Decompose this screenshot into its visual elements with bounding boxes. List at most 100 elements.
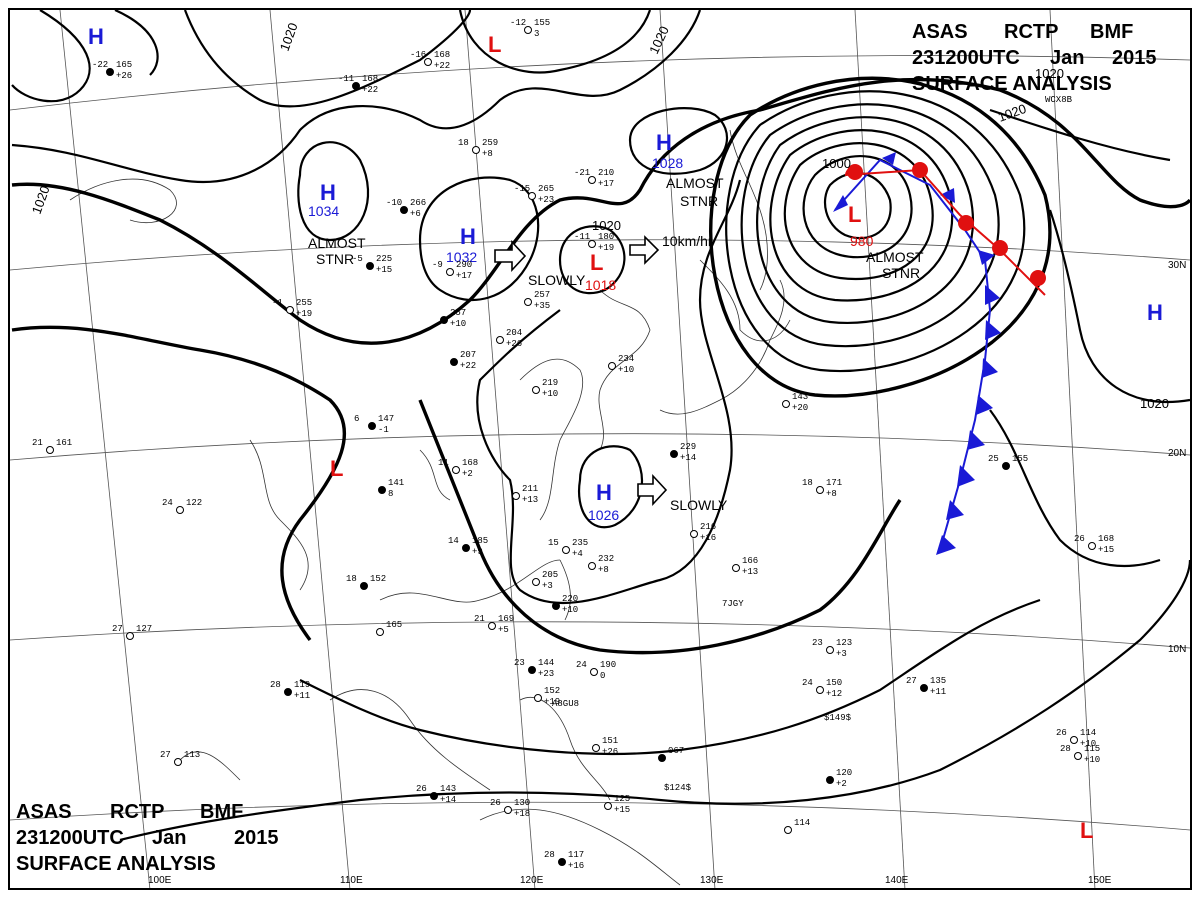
station-temperature: -9 <box>432 260 443 270</box>
station-plot: 234+10 <box>608 354 634 375</box>
station-circle-icon <box>604 802 612 810</box>
latitude-label: 30N <box>1168 260 1186 271</box>
station-plot: 18 259+8 <box>458 138 498 159</box>
station-circle-icon <box>920 684 928 692</box>
station-pressure: 210 <box>598 168 614 178</box>
station-temperature: 18 <box>802 478 813 488</box>
station-pressure: 168 <box>362 74 378 84</box>
station-circle-icon <box>376 628 384 636</box>
station-temperature: -15 <box>514 184 530 194</box>
station-temperature: 27 <box>906 676 917 686</box>
station-tendency: +3 <box>542 581 553 591</box>
station-circle-icon <box>588 176 596 184</box>
station-tendency: +13 <box>742 567 758 577</box>
header-month: Jan <box>1050 47 1084 69</box>
pressure-systems: H L H 1034 H 1032 L 1018 H 1028 L 980 H … <box>88 24 1163 843</box>
station-temperature: 6 <box>354 414 359 424</box>
station-plot: 219+10 <box>532 378 558 399</box>
station-pressure: 225 <box>376 254 392 264</box>
station-tendency: +17 <box>456 271 472 281</box>
speed-label: 10km/hr <box>662 233 713 249</box>
movement-arrow <box>637 473 668 507</box>
station-pressure: 207 <box>460 350 476 360</box>
station-tendency: +10 <box>1080 739 1096 749</box>
station-plot: -15 265+23 <box>514 184 554 205</box>
station-plot: 28 119+11 <box>270 680 310 701</box>
station-circle-icon <box>784 826 792 834</box>
station-pressure: 257 <box>450 308 466 318</box>
high-pressure-value: 1032 <box>446 249 477 265</box>
station-pressure: 169 <box>498 614 514 624</box>
station-pressure: 185 <box>472 536 488 546</box>
station-tendency: +8 <box>482 149 493 159</box>
header-year: 2015 <box>1112 47 1157 69</box>
station-pressure: 130 <box>514 798 530 808</box>
station-circle-icon <box>286 306 294 314</box>
station-circle-icon <box>106 68 114 76</box>
high-pressure-icon: H <box>460 224 476 249</box>
station-circle-icon <box>558 858 566 866</box>
header-time: 231200UTC <box>912 47 1020 69</box>
station-circle-icon <box>366 262 374 270</box>
longitude-label: 100E <box>148 875 172 886</box>
header-agency: ASAS <box>16 801 72 823</box>
header-bottom-left: ASAS RCTP BMF 231200UTC Jan 2015 SURFACE… <box>16 801 279 875</box>
station-plot: 27 135+11 <box>906 676 946 697</box>
longitude-label: 130E <box>700 875 724 886</box>
station-plot: 152+19 <box>534 686 560 707</box>
latitude-label: 20N <box>1168 448 1186 459</box>
high-pressure-icon: H <box>656 130 672 155</box>
station-tendency: +2 <box>836 779 847 789</box>
station-tendency: +19 <box>544 697 560 707</box>
station-circle-icon <box>562 546 570 554</box>
station-temperature: 15 <box>548 538 559 548</box>
header-year: 2015 <box>234 827 279 849</box>
high-pressure-value: 1034 <box>308 203 339 219</box>
station-tendency: +8 <box>598 565 609 575</box>
station-circle-icon <box>658 754 666 762</box>
station-plot: -21 210+17 <box>574 168 614 189</box>
station-pressure: 147 <box>378 414 394 424</box>
station-temperature: -5 <box>352 254 363 264</box>
station-circle-icon <box>284 688 292 696</box>
low-pressure-icon: L <box>848 202 861 227</box>
longitude-label: 140E <box>885 875 909 886</box>
almost-label: ALMOST <box>666 175 724 191</box>
station-temperature: 26 <box>1056 728 1067 738</box>
station-plot: 23 144+23 <box>514 658 554 679</box>
station-plot: 28 115+10 <box>1060 744 1100 765</box>
station-plot: 25 155 <box>988 454 1028 470</box>
station-circle-icon <box>782 400 790 408</box>
station-temperature: 14 <box>448 536 459 546</box>
slowly-label: SLOWLY <box>528 272 586 288</box>
latitude-label: 10N <box>1168 644 1186 655</box>
high-pressure-value: 1026 <box>588 507 619 523</box>
station-temperature: 25 <box>988 454 999 464</box>
header-station: RCTP <box>110 801 164 823</box>
station-plot: -22 165+26 <box>92 60 132 81</box>
coastlines <box>69 129 791 886</box>
station-tendency: +14 <box>680 453 696 463</box>
station-tendency: +16 <box>700 533 716 543</box>
station-circle-icon <box>732 564 740 572</box>
station-tendency: +8 <box>826 489 837 499</box>
high-pressure-icon: H <box>1147 300 1163 325</box>
warm-front <box>844 162 1046 296</box>
station-plot: 21 169+5 <box>474 614 514 635</box>
station-plot: 24 122 <box>162 498 202 514</box>
station-pressure: 161 <box>56 438 72 448</box>
station-circle-icon <box>588 240 596 248</box>
station-temperature: 21 <box>474 614 485 624</box>
low-pressure-icon: L <box>488 32 501 57</box>
station-plot: 232+8 <box>588 554 614 575</box>
isobar-label: 1000 <box>822 156 851 171</box>
station-circle-icon <box>512 492 520 500</box>
station-pressure: 165 <box>386 620 402 630</box>
station-circle-icon <box>826 776 834 784</box>
station-tendency: +26 <box>116 71 132 81</box>
station-plot: 11 168+2 <box>438 458 478 479</box>
station-pressure: 235 <box>572 538 588 548</box>
